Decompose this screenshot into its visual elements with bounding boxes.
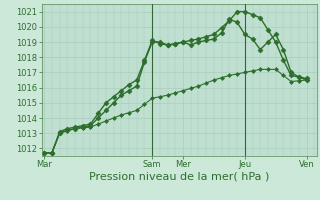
X-axis label: Pression niveau de la mer( hPa ): Pression niveau de la mer( hPa ) [89, 172, 269, 182]
